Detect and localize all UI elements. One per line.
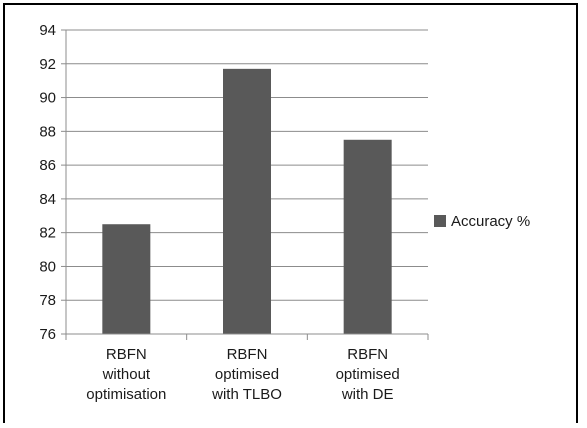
axes [65,30,429,340]
x-category-label-line: optimisation [86,386,166,403]
x-category-label-line: with TLBO [211,386,282,403]
legend-swatch [434,215,446,227]
y-tick-label: 90 [39,90,56,107]
x-category-label-line: RBFN [227,346,268,363]
y-tick-label: 76 [39,326,56,343]
y-tick-label: 88 [39,123,56,140]
y-tick-label: 86 [39,157,56,174]
bar [102,224,151,334]
bars [102,68,392,334]
legend: Accuracy % [434,213,530,230]
y-tick-label: 94 [39,22,56,39]
x-category-label: RBFN without optimisation [86,346,166,403]
legend-label: Accuracy % [451,213,530,230]
bar [343,139,392,334]
y-tick-label: 78 [39,292,56,309]
x-category-label-line: optimised [336,366,400,383]
x-category-label-line: RBFN [106,346,147,363]
x-category-label-line: RBFN [347,346,388,363]
x-category-label-line: optimised [215,366,279,383]
x-category-label-line: with DE [341,386,394,403]
y-tick-label: 82 [39,225,56,242]
x-category-label-line: without [102,366,151,383]
x-category-label: RBFN optimised with TLBO [211,346,282,403]
chart-frame [3,3,578,423]
x-axis-categories: RBFN without optimisation RBFN optimised with… [86,346,399,403]
y-axis-ticks: 76 78 80 82 84 86 88 90 92 94 [39,22,66,343]
y-tick-label: 92 [39,56,56,73]
x-category-label: RBFN optimised with DE [336,346,400,403]
y-tick-label: 80 [39,258,56,275]
y-tick-label: 84 [39,191,56,208]
bar [223,68,271,334]
